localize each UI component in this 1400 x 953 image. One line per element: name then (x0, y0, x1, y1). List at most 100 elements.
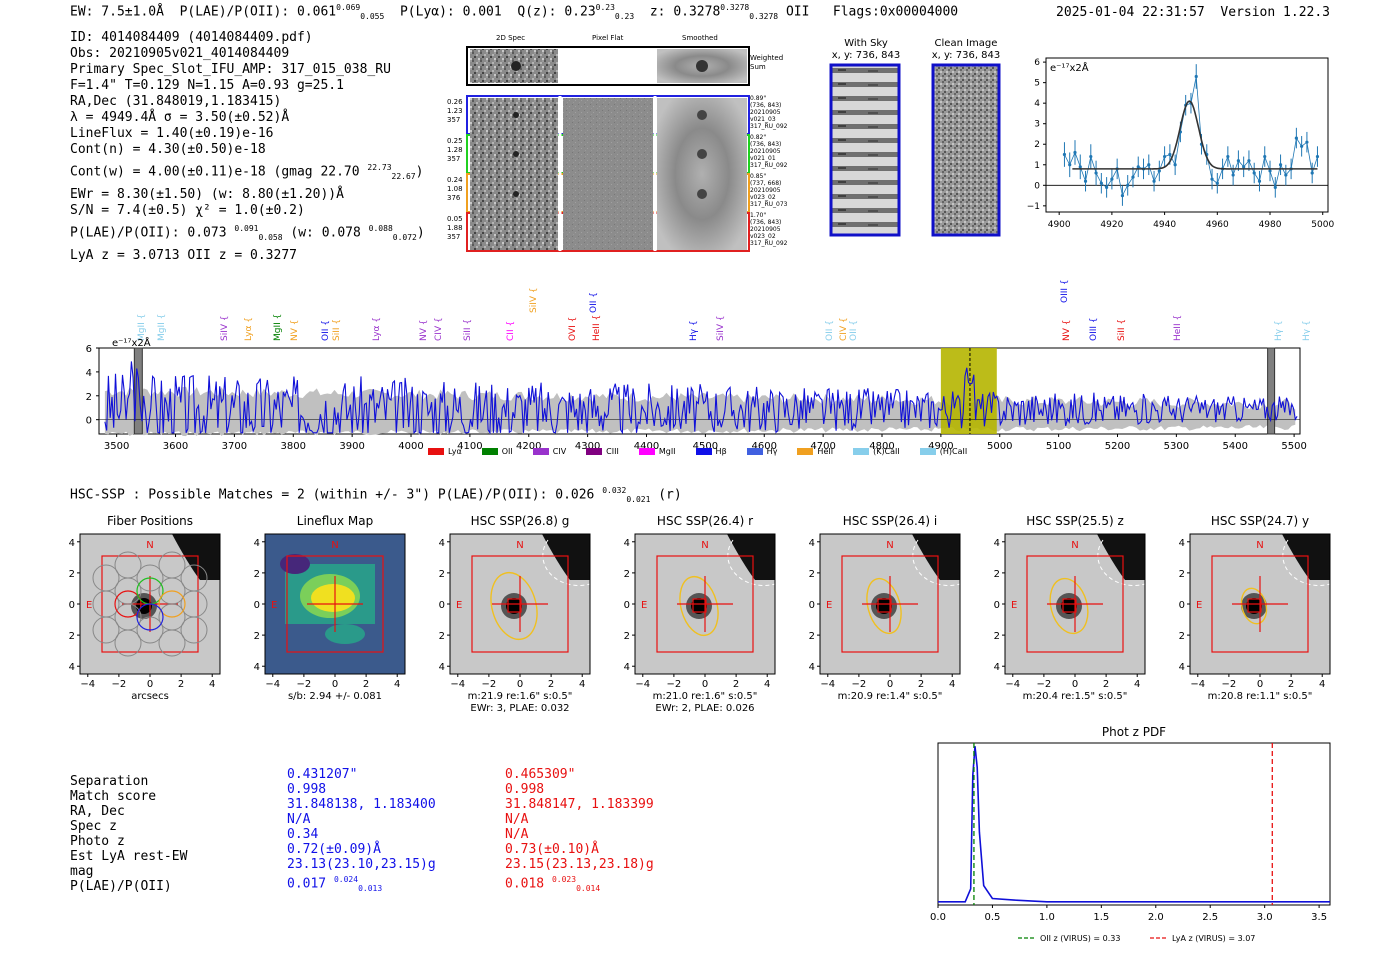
info-lineflux: LineFlux = 1.40(±0.19)e-16 (70, 126, 274, 141)
zoom-data-point (1073, 150, 1077, 155)
full-spectrum-legend: Lyα OII CIV CIII MgII Hβ Hγ HeII (K)CaII (H)CaII (428, 447, 987, 461)
zoom-data-point (1062, 152, 1067, 157)
zoom-data-point (1305, 140, 1309, 144)
hsc-title-sup: 0.032 (602, 486, 627, 495)
panel-xtick-label: −4 (1190, 679, 1205, 690)
hsc-panel: Fiber Positions N E −4 4 −2 2 0 0 2 2 4 4 arcsecs (65, 512, 235, 727)
line-id-label: MgII { (273, 314, 283, 341)
legend-label: (K)CaII (873, 447, 900, 456)
row3-right-a: 0.85" (750, 173, 767, 180)
north-label: N (1071, 540, 1078, 551)
aperture-box (656, 555, 754, 653)
header-bar: EW: 7.5±1.0Å P(LAE)/P(OII): 0.0610.0690.… (70, 3, 958, 21)
row1-right-c: 20210905 (750, 109, 781, 116)
photz-pdf-line (938, 746, 1330, 903)
match-label-ew: Est LyA rest-EW (70, 849, 188, 864)
line-id-label: SiIV { (716, 315, 726, 341)
bright-neighbor (172, 534, 220, 580)
info-block: ID: 4014084409 (4014084409.pdf) Obs: 202… (70, 30, 425, 264)
row2-right-d: v021_01 (750, 155, 776, 162)
hsc-panel-title: HSC SSP(25.5) z (1026, 514, 1124, 528)
zoom-ytick-label: 0 (1034, 181, 1040, 191)
info-contn: Cont(n) = 4.30(±0.50)e-18 (70, 142, 266, 157)
east-label: E (1196, 600, 1202, 611)
match-label-separation: Separation (70, 774, 149, 789)
line-id-label: Lyα { (244, 317, 254, 341)
east-label: E (271, 600, 277, 611)
line-id-label: OII { (589, 292, 599, 313)
zoom-data-point (1078, 165, 1082, 169)
zoom-data-point (1105, 185, 1109, 189)
edge-mask-right (1267, 347, 1276, 435)
row2-right: 0.82" (736, 843) 20210905 v021_01 317_RU_092 (750, 134, 787, 169)
north-label: N (516, 540, 523, 551)
row1-right-b: (736, 843) (750, 102, 782, 109)
panel-xlabel: m:21.9 re:1.6" s:0.5" (468, 691, 573, 702)
cutout-images (470, 96, 747, 251)
zoom-data-point (1152, 179, 1156, 183)
hsc-panel: HSC SSP(24.7) y N E −4 4 −2 2 0 0 2 2 4 4 m:20.8 re:1… (1175, 512, 1345, 727)
info-lambda: λ = 4949.4Å σ = 3.50(±0.52)Å (70, 110, 290, 125)
match-marker (877, 598, 892, 613)
row3-right-b: (737, 668) (750, 180, 782, 187)
info-id: ID: 4014084409 (4014084409.pdf) (70, 30, 313, 45)
zoom-ytick-label: 6 (1034, 58, 1040, 68)
hsc-panel: HSC SSP(26.4) r N E −4 4 −2 2 0 0 2 2 4 4 m:21.0 re:1… (620, 512, 790, 727)
full-xtick-label: 5200 (1105, 441, 1130, 452)
cutout-title-2dspec: 2D Spec (496, 34, 526, 42)
match1-ew: 0.72(±0.09)Å (287, 842, 381, 857)
zoom-plot-frame (1045, 57, 1329, 213)
clean-image-xy: x, y: 736, 843 (931, 50, 1001, 61)
header-plae-sub: 0.055 (360, 11, 385, 21)
legend-item: Hβ (695, 447, 727, 456)
full-ytick-label: 6 (86, 344, 92, 355)
zoom-ytick-label: 2 (1034, 140, 1040, 150)
clean-image-title: Clean Image (934, 38, 998, 49)
east-label: E (456, 600, 462, 611)
line-id-label: OVI { (568, 317, 578, 341)
zoom-data-point (1131, 175, 1135, 179)
full-spectrum-content: 3500 3600 3700 3800 3900 4000 4100 4200 4300 4400… (86, 344, 1307, 452)
zoom-data-point (1068, 163, 1072, 167)
match2-plae-sup: 0.023 (551, 875, 577, 884)
cutout-title-pixelflat: Pixel Flat (592, 34, 624, 42)
line-id-labels: MgII {MgII {SiIV {Lyα {MgII {NV {OII {Si… (137, 279, 1310, 341)
fiber-circle (92, 564, 120, 592)
photz-legend-lya-label: LyA z (VIRUS) = 3.07 (1172, 934, 1255, 943)
line-id-label: NV { (419, 320, 429, 341)
header-z-line: OII (785, 4, 810, 20)
line-id-label: SiIV { (220, 315, 230, 341)
match2-ew: 0.73(±0.10)Å (505, 842, 599, 857)
bright-neighbor (542, 534, 590, 580)
match-labels: Separation Match score RA, Dec Spec z Ph… (70, 774, 187, 894)
lineflux-lobe (325, 624, 365, 644)
aperture-box (841, 555, 939, 653)
panel-ytick-label: 2 (809, 631, 815, 642)
line-id-label: Hγ { (1274, 320, 1284, 341)
match-marker (507, 598, 522, 613)
legend-label: CIV (552, 447, 567, 456)
photz-legend-oii-label: OII z (VIRUS) = 0.33 (1040, 934, 1120, 943)
panel-ytick-label: 2 (69, 569, 75, 580)
aperture-box (1026, 555, 1124, 653)
photz-xtick-label: 1.0 (1039, 912, 1055, 923)
zoom-data-point (1226, 154, 1230, 159)
panel-xtick-label: −4 (80, 679, 95, 690)
legend-label: OII (501, 447, 513, 456)
full-xtick-label: 4500 (693, 441, 718, 452)
fiber-blue (136, 603, 164, 631)
hsc-panel-title: Fiber Positions (106, 514, 194, 528)
row4-right-c: 20210905 (750, 226, 781, 233)
match-marker (692, 598, 707, 613)
panel-xtick-label: −2 (1222, 679, 1237, 690)
legend-item: OII (481, 447, 513, 456)
source-core (876, 598, 892, 614)
zoom-data-point (1110, 177, 1114, 181)
match1-column: 0.431207" 0.998 31.848138, 1.183400 N/A … (287, 767, 436, 896)
panel-xlabel: m:20.9 re:1.4" s:0.5" (838, 691, 943, 702)
panel-xtick-label: 4 (209, 679, 215, 690)
info-params: F=1.4" T=0.129 N=1.15 A=0.93 g=25.1 (70, 78, 344, 93)
fiber-circle (114, 629, 142, 657)
legend-swatch (428, 448, 444, 455)
panel-ytick-label: 4 (1179, 662, 1185, 673)
